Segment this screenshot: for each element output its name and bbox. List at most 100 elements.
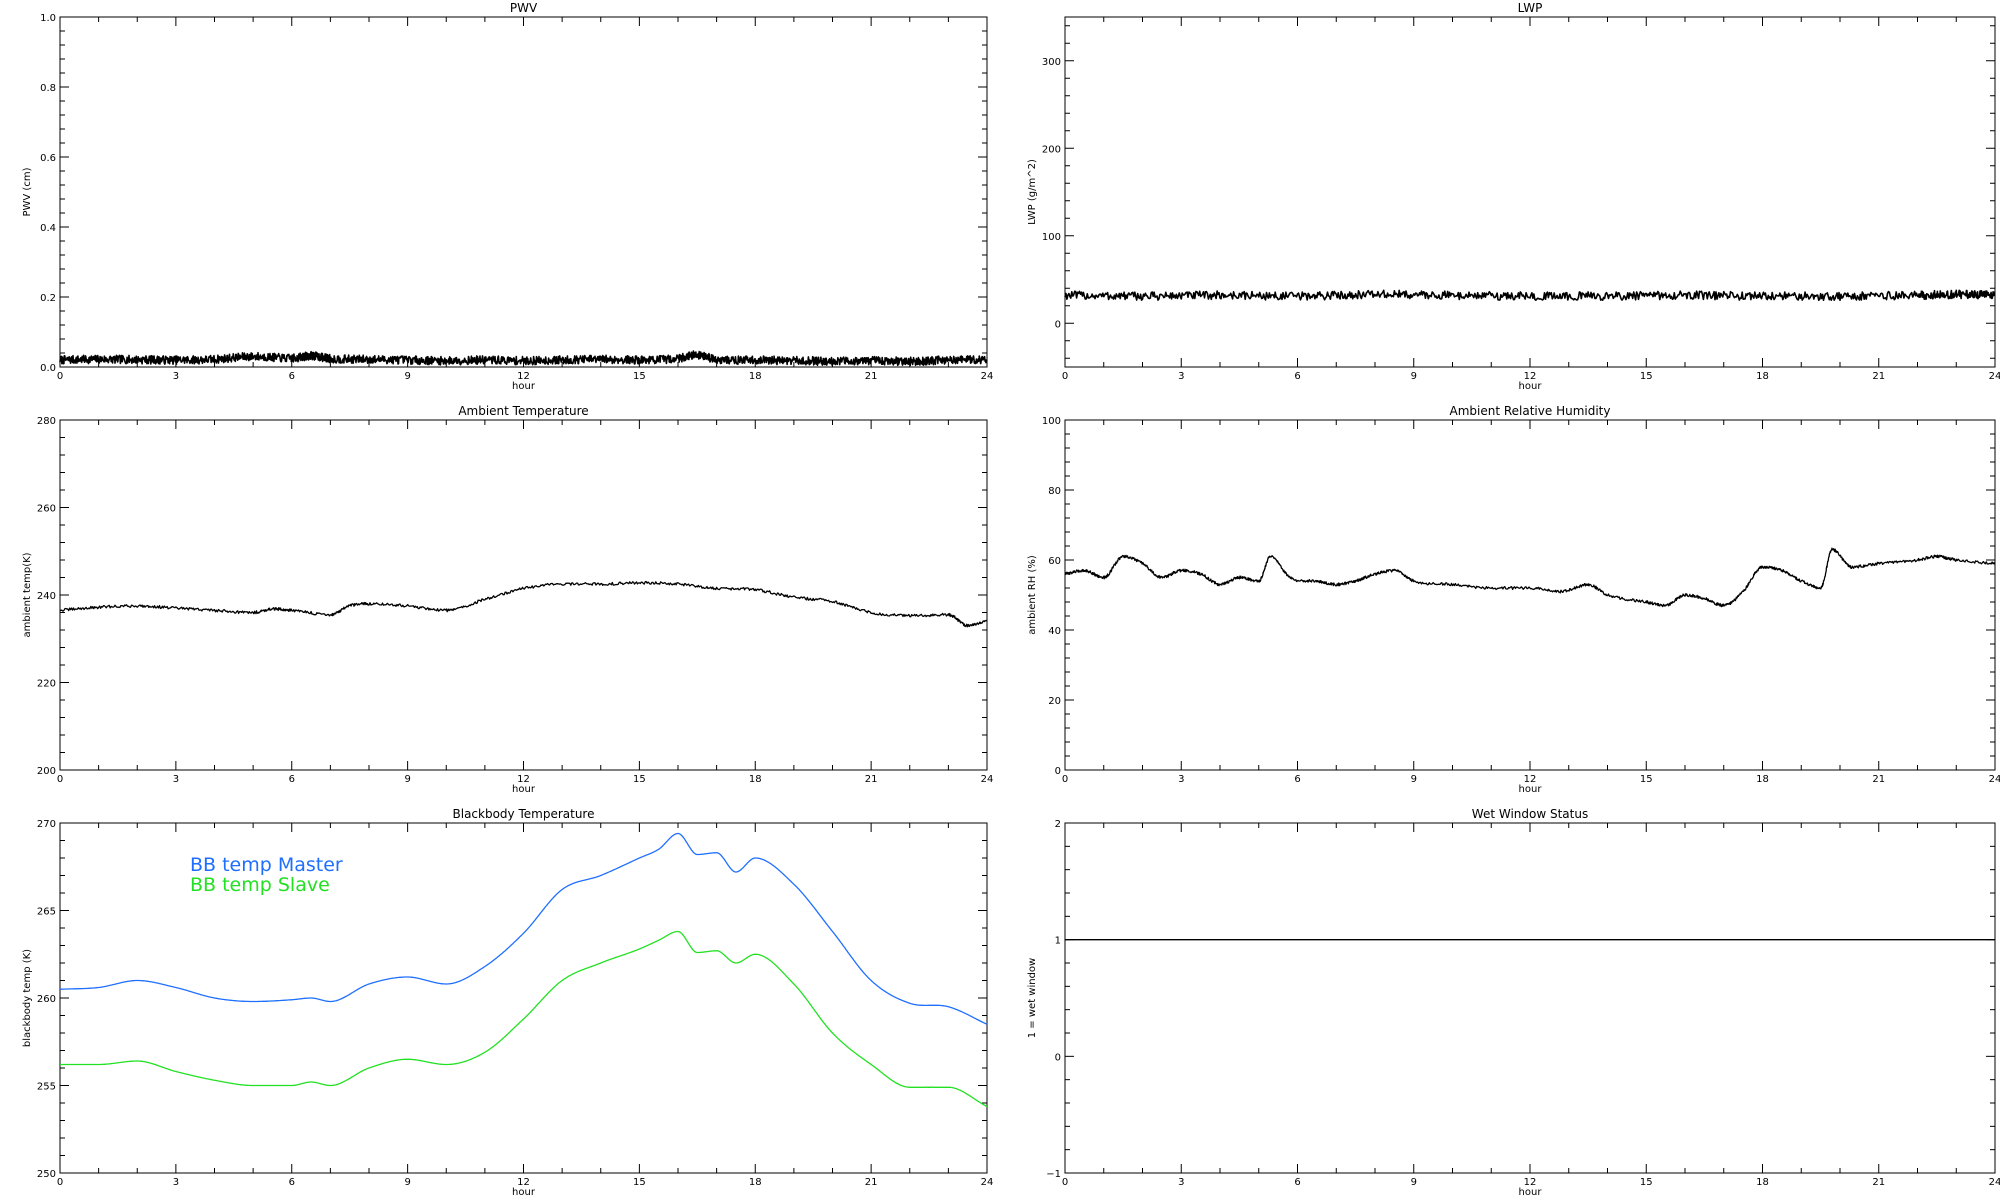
x-tick-label: 21: [865, 1177, 878, 1188]
chart-title: Ambient Temperature: [458, 404, 588, 418]
x-tick-label: 3: [1178, 1177, 1184, 1188]
y-tick-label: 0.2: [40, 293, 56, 304]
x-tick-label: 18: [1756, 1177, 1769, 1188]
x-tick-label: 3: [173, 1177, 179, 1188]
y-tick-label: 270: [37, 819, 56, 830]
legend-entry-0: BB temp Master: [190, 854, 343, 876]
x-axis-label: hour: [512, 381, 536, 392]
x-axis-label: hour: [1519, 784, 1543, 795]
x-tick-label: 9: [1411, 774, 1417, 785]
x-axis-label: hour: [512, 784, 536, 795]
x-tick-label: 3: [1178, 774, 1184, 785]
x-tick-label: 24: [981, 774, 994, 785]
y-tick-label: 260: [37, 504, 56, 515]
x-tick-label: 9: [404, 774, 410, 785]
panel-lwp: LWP 0 3 6 9 12 15 18 21 24 hour 0 100 200 300 LWP (g/m^…: [1027, 1, 2000, 392]
x-tick-label: 24: [1989, 1177, 2000, 1188]
y-axis-label: PWV (cm): [22, 167, 33, 216]
y-tick-label: 255: [37, 1082, 56, 1093]
x-tick-label: 12: [517, 371, 530, 382]
x-tick-label: 0: [1062, 1177, 1068, 1188]
x-tick-label: 18: [749, 774, 762, 785]
y-tick-label: 200: [37, 766, 56, 777]
series-line-0: [1064, 289, 1996, 302]
y-tick-label: 1: [1055, 936, 1061, 947]
series-line-0: [59, 350, 988, 367]
panel-pwv: PWV 0 3 6 9 12 15 18 21 24 hour 0.0 0.2 0.4 0.6 0.8 1.0 P…: [22, 1, 993, 392]
x-tick-label: 24: [981, 1177, 994, 1188]
x-tick-label: 18: [1756, 371, 1769, 382]
x-tick-label: 24: [1989, 774, 2000, 785]
x-tick-label: 24: [981, 371, 994, 382]
x-tick-label: 0: [57, 774, 63, 785]
y-tick-label: 240: [37, 591, 56, 602]
x-axis-label: hour: [512, 1187, 536, 1198]
y-tick-label: 260: [37, 994, 56, 1005]
x-tick-label: 21: [1872, 774, 1885, 785]
x-tick-label: 12: [1524, 774, 1537, 785]
plot-frame: [1064, 822, 1996, 1174]
x-tick-label: 6: [289, 1177, 295, 1188]
x-tick-label: 6: [1294, 774, 1300, 785]
y-tick-label: 0: [1055, 319, 1061, 330]
y-tick-label: 40: [1048, 626, 1061, 637]
plot-frame: [1064, 419, 1996, 771]
x-tick-label: 6: [1294, 371, 1300, 382]
y-tick-label: 280: [37, 416, 56, 427]
x-tick-label: 0: [57, 371, 63, 382]
legend-entry-1: BB temp Slave: [190, 874, 330, 896]
chart-title: PWV: [510, 1, 538, 15]
plot-frame: [59, 16, 988, 368]
x-tick-label: 0: [1062, 774, 1068, 785]
x-tick-label: 15: [1640, 1177, 1653, 1188]
y-tick-label: 60: [1048, 556, 1061, 567]
plot-frame: [1064, 16, 1996, 368]
x-tick-label: 9: [404, 1177, 410, 1188]
x-tick-label: 15: [633, 371, 646, 382]
series-line-0: [59, 832, 988, 1025]
x-tick-label: 0: [57, 1177, 63, 1188]
y-axis-label: blackbody temp (K): [22, 949, 33, 1047]
y-axis-label: 1 = wet window: [1027, 958, 1038, 1038]
x-tick-label: 3: [1178, 371, 1184, 382]
x-tick-label: 18: [749, 371, 762, 382]
series-line-0: [1064, 547, 1996, 608]
y-axis-label: LWP (g/m^2): [1027, 159, 1038, 225]
plot-frame: [59, 419, 988, 771]
chart-title: LWP: [1518, 1, 1543, 15]
y-tick-label: 0.6: [40, 153, 56, 164]
y-tick-label: 0: [1055, 766, 1061, 777]
x-tick-label: 12: [1524, 1177, 1537, 1188]
x-tick-label: 9: [1411, 1177, 1417, 1188]
x-tick-label: 12: [517, 1177, 530, 1188]
x-tick-label: 3: [173, 371, 179, 382]
y-tick-label: 300: [1042, 57, 1061, 68]
y-tick-label: 2: [1055, 819, 1061, 830]
series-line-0: [59, 580, 988, 628]
y-axis-label: ambient RH (%): [1027, 555, 1038, 635]
y-tick-label: 100: [1042, 232, 1061, 243]
x-tick-label: 0: [1062, 371, 1068, 382]
x-tick-label: 9: [404, 371, 410, 382]
x-tick-label: 6: [289, 774, 295, 785]
x-tick-label: 15: [633, 774, 646, 785]
x-tick-label: 6: [1294, 1177, 1300, 1188]
y-tick-label: 250: [37, 1169, 56, 1180]
y-tick-label: 220: [37, 679, 56, 690]
x-tick-label: 21: [1872, 371, 1885, 382]
y-tick-label: −1: [1046, 1169, 1061, 1180]
y-tick-label: 0.0: [40, 363, 56, 374]
y-tick-label: 100: [1042, 416, 1061, 427]
y-tick-label: 20: [1048, 696, 1061, 707]
x-tick-label: 15: [633, 1177, 646, 1188]
chart-title: Blackbody Temperature: [453, 807, 595, 821]
x-axis-label: hour: [1519, 381, 1543, 392]
x-tick-label: 12: [1524, 371, 1537, 382]
x-tick-label: 24: [1989, 371, 2000, 382]
x-tick-label: 21: [865, 774, 878, 785]
x-tick-label: 9: [1411, 371, 1417, 382]
y-tick-label: 80: [1048, 486, 1061, 497]
y-tick-label: 1.0: [40, 13, 56, 24]
chart-title: Ambient Relative Humidity: [1450, 404, 1611, 418]
